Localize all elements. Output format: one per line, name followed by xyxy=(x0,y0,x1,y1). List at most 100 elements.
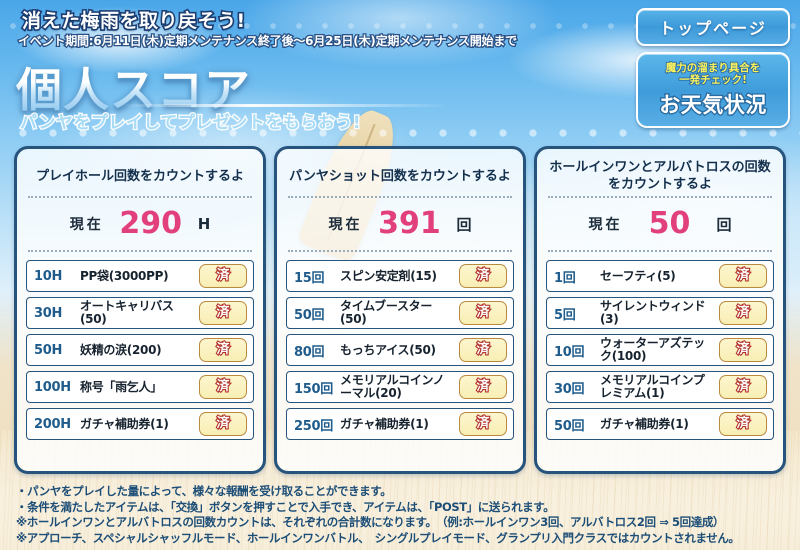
current-unit: 回 xyxy=(456,215,472,234)
title-underline xyxy=(120,104,450,107)
score-panels: プレイホール回数をカウントするよ 現在 290 H 10H PP袋(3000PP… xyxy=(0,146,800,474)
status-badge-label: 済 xyxy=(475,378,490,394)
current-value: 50 xyxy=(648,206,691,241)
reward-item: セーフティ(5) xyxy=(600,268,676,283)
reward-list: 15回 スピン安定剤(15) 済 50回 タイムブースター(50) 済 80回 … xyxy=(286,260,514,440)
reward-row[interactable]: 10H PP袋(3000PP) 済 xyxy=(26,260,254,292)
reward-item: タイムブースター(50) xyxy=(340,299,433,326)
reward-row[interactable]: 200H ガチャ補助券(1) 済 xyxy=(26,408,254,440)
status-badge[interactable]: 済 xyxy=(199,375,247,399)
reward-item: 称号「雨乞人」 xyxy=(80,379,162,394)
status-badge[interactable]: 済 xyxy=(199,338,247,362)
status-badge-label: 済 xyxy=(475,267,490,283)
page-header: 消えた梅雨を取り戻そう! イベント期間:6月11日(木)定期メンテナンス終了後～… xyxy=(0,0,800,140)
current-count-row: 現在 391 回 xyxy=(286,201,514,247)
page-title: 個人スコア xyxy=(16,54,251,120)
reward-row[interactable]: 150回 メモリアルコインノーマル(20) 済 xyxy=(286,371,514,403)
reward-requirement: 50回 xyxy=(294,307,325,323)
reward-item: ウォーターアズテック(100) xyxy=(600,336,705,363)
reward-row[interactable]: 80回 もっちアイス(50) 済 xyxy=(286,334,514,366)
current-value: 290 xyxy=(119,206,183,241)
reward-row[interactable]: 100H 称号「雨乞人」 済 xyxy=(26,371,254,403)
reward-item: サイレントウィンド(3) xyxy=(600,299,706,326)
reward-list: 10H PP袋(3000PP) 済 30H オートキャリバス(50) 済 50H… xyxy=(26,260,254,440)
reward-row[interactable]: 1回 セーフティ(5) 済 xyxy=(546,260,774,292)
status-badge[interactable]: 済 xyxy=(719,375,767,399)
reward-requirement: 150回 xyxy=(294,381,333,397)
weather-status-button[interactable]: 魔力の溜まり具合を 一発チェック! お天気状況 xyxy=(636,52,790,128)
status-badge[interactable]: 済 xyxy=(459,301,507,325)
divider-bottom xyxy=(288,250,512,252)
reward-requirement: 15回 xyxy=(294,270,325,286)
reward-item: ガチャ補助券(1) xyxy=(600,416,689,431)
status-badge-label: 済 xyxy=(215,378,230,394)
status-badge[interactable]: 済 xyxy=(719,412,767,436)
panel-title: ホールインワンとアルバトロスの回数をカウントするよ xyxy=(549,160,771,192)
current-unit: H xyxy=(197,215,211,233)
status-badge-label: 済 xyxy=(735,415,750,431)
reward-row[interactable]: 30回 メモリアルコインプレミアム(1) 済 xyxy=(546,371,774,403)
status-badge-label: 済 xyxy=(215,415,230,431)
current-label: 現在 xyxy=(69,217,104,233)
reward-row[interactable]: 10回 ウォーターアズテック(100) 済 xyxy=(546,334,774,366)
status-badge[interactable]: 済 xyxy=(459,264,507,288)
reward-row[interactable]: 50回 ガチャ補助券(1) 済 xyxy=(546,408,774,440)
page-subtitle: パンヤをプレイしてプレゼントをもらおう! xyxy=(19,112,362,135)
reward-requirement: 10H xyxy=(34,268,63,284)
reward-item: スピン安定剤(15) xyxy=(340,268,437,283)
status-badge-label: 済 xyxy=(475,341,490,357)
status-badge[interactable]: 済 xyxy=(719,338,767,362)
reward-item: もっちアイス(50) xyxy=(340,342,436,357)
reward-row[interactable]: 15回 スピン安定剤(15) 済 xyxy=(286,260,514,292)
reward-item: ガチャ補助券(1) xyxy=(340,416,429,431)
status-badge[interactable]: 済 xyxy=(199,264,247,288)
top-page-button[interactable]: トップページ xyxy=(636,8,790,46)
reward-item: ガチャ補助券(1) xyxy=(80,416,169,431)
weather-button-subtitle-line1: 魔力の溜まり具合を xyxy=(665,61,761,75)
status-badge[interactable]: 済 xyxy=(459,338,507,362)
reward-requirement: 10回 xyxy=(554,344,585,360)
panel-title: プレイホール回数をカウントするよ xyxy=(35,168,244,184)
reward-row[interactable]: 250回 ガチャ補助券(1) 済 xyxy=(286,408,514,440)
current-label: 現在 xyxy=(328,217,363,233)
reward-row[interactable]: 5回 サイレントウィンド(3) 済 xyxy=(546,297,774,329)
event-period: イベント期間:6月11日(木)定期メンテナンス終了後～6月25日(木)定期メンテ… xyxy=(17,33,519,50)
reward-requirement: 30H xyxy=(34,305,63,321)
footer-note-line: ※ホールインワンとアルバトロスの回数カウントは、それぞれの合計数になります。 （… xyxy=(16,515,725,529)
status-badge[interactable]: 済 xyxy=(199,301,247,325)
reward-item: メモリアルコインプレミアム(1) xyxy=(600,373,705,400)
divider-top xyxy=(288,196,512,198)
status-badge[interactable]: 済 xyxy=(199,412,247,436)
status-badge[interactable]: 済 xyxy=(459,412,507,436)
status-badge-label: 済 xyxy=(475,415,490,431)
top-page-button-label: トップページ xyxy=(659,19,767,38)
reward-requirement: 100H xyxy=(34,379,71,395)
footer-note-line: ・条件を満たしたアイテムは、「交換」ボタンを押すことで入手でき、アイテムは、「P… xyxy=(16,499,555,514)
status-badge[interactable]: 済 xyxy=(719,301,767,325)
current-count-row: 現在 50 回 xyxy=(546,201,774,247)
panel-title: パンヤショット回数をカウントするよ xyxy=(289,168,511,184)
footer-notes: ・パンヤをプレイした量によって、様々な報酬を受け取ることができます。 ・条件を満… xyxy=(16,484,796,546)
status-badge-label: 済 xyxy=(475,304,490,320)
reward-item: メモリアルコインノーマル(20) xyxy=(340,373,445,400)
reward-item: 妖精の涙(200) xyxy=(80,342,162,357)
status-badge[interactable]: 済 xyxy=(459,375,507,399)
reward-requirement: 50H xyxy=(34,342,63,358)
reward-list: 1回 セーフティ(5) 済 5回 サイレントウィンド(3) 済 10回 ウォータ… xyxy=(546,260,774,440)
event-title: 消えた梅雨を取り戻そう! xyxy=(20,8,246,33)
reward-row[interactable]: 50H 妖精の涙(200) 済 xyxy=(26,334,254,366)
status-badge-label: 済 xyxy=(735,341,750,357)
reward-requirement: 1回 xyxy=(554,270,576,286)
score-panel-panyashot: パンヤショット回数をカウントするよ 現在 391 回 15回 スピン安定剤(15… xyxy=(274,146,526,474)
current-value: 391 xyxy=(378,206,441,241)
reward-requirement: 80回 xyxy=(294,344,325,360)
weather-button-subtitle-line2: 一発チェック! xyxy=(678,73,748,87)
status-badge[interactable]: 済 xyxy=(719,264,767,288)
reward-row[interactable]: 50回 タイムブースター(50) 済 xyxy=(286,297,514,329)
divider-bottom xyxy=(28,250,252,252)
reward-item: PP袋(3000PP) xyxy=(80,268,169,283)
score-panel-holeinone: ホールインワンとアルバトロスの回数をカウントするよ 現在 50 回 1回 セーフ… xyxy=(534,146,786,474)
reward-row[interactable]: 30H オートキャリバス(50) 済 xyxy=(26,297,254,329)
divider-top xyxy=(28,196,252,198)
